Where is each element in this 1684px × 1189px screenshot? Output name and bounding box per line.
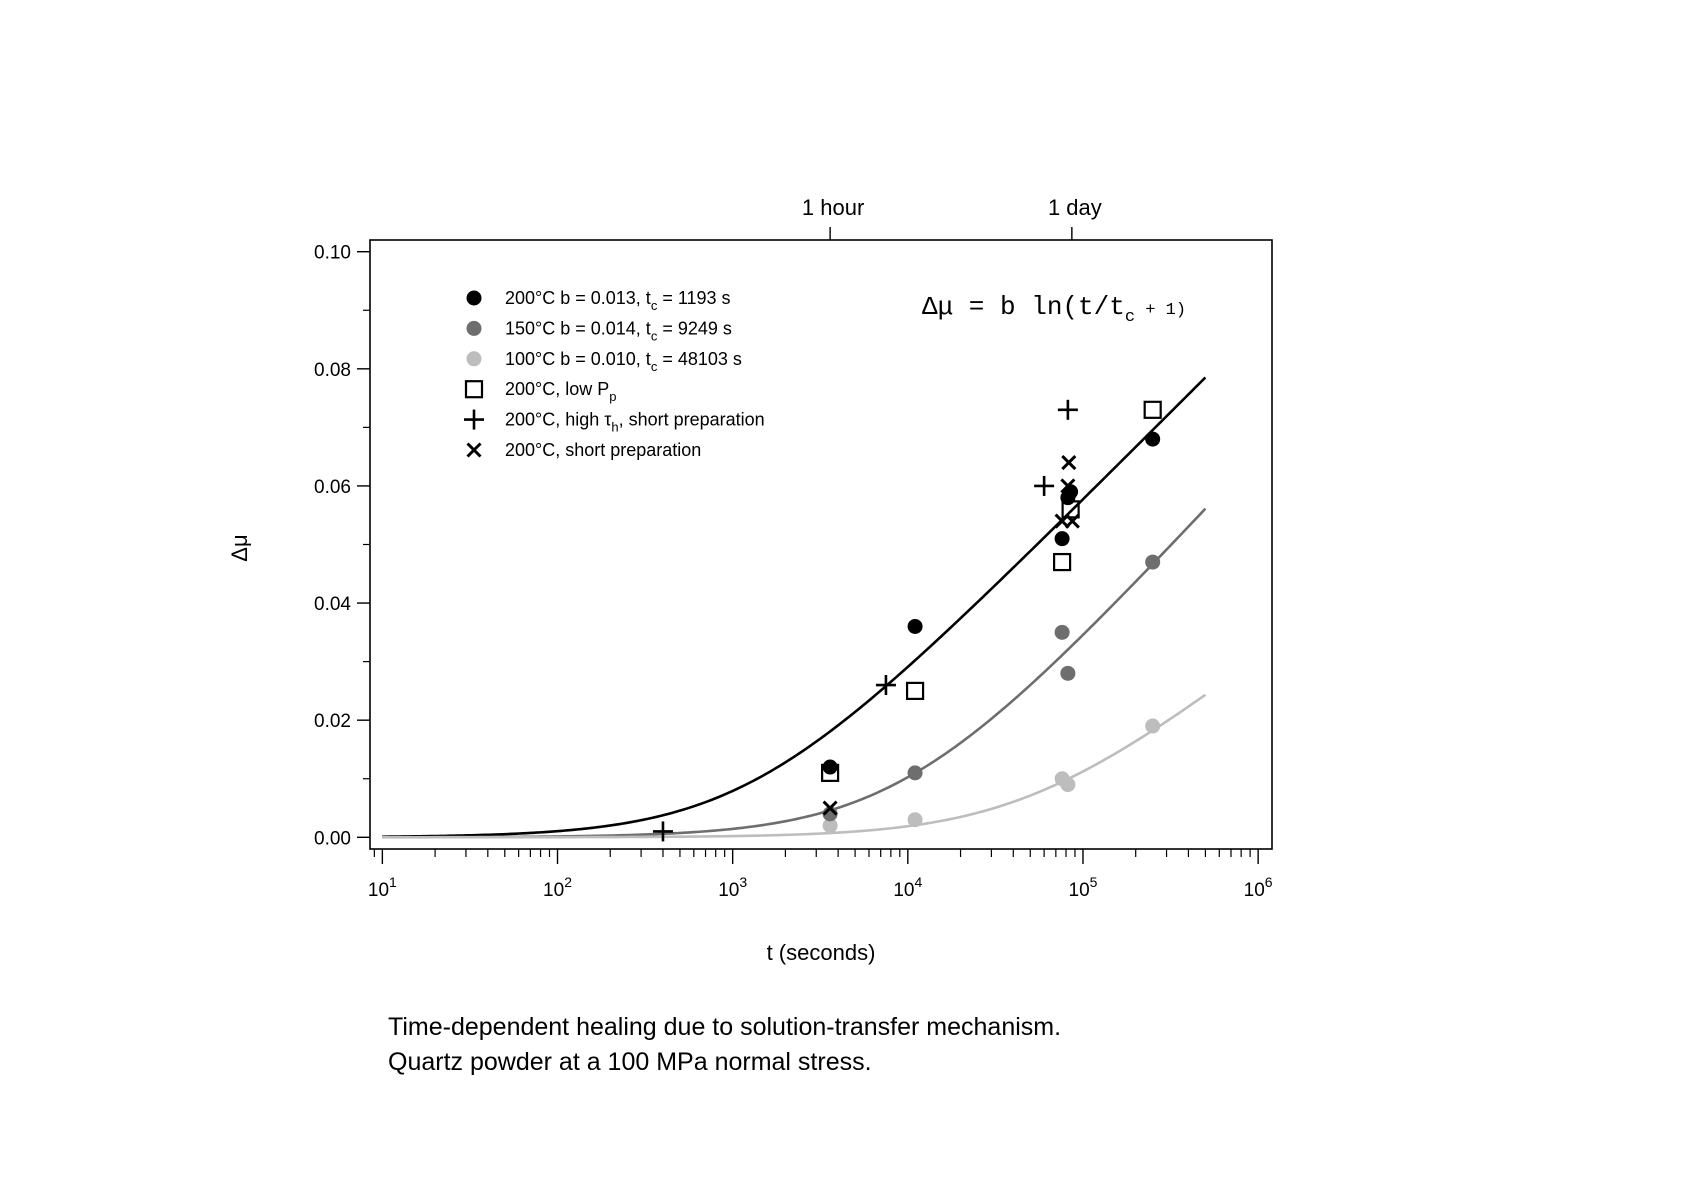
circle-marker	[907, 765, 923, 781]
top-axis-ticks: 1 hour 1 day	[802, 195, 1102, 240]
caption-line-2: Quartz powder at a 100 MPa normal stress…	[388, 1048, 872, 1076]
x-marker-b	[466, 442, 482, 458]
square-marker	[905, 681, 925, 700]
fit-formula: Δμ = b ln(t/tc + 1)	[922, 292, 1186, 327]
square-marker	[464, 380, 484, 399]
circle-marker	[1145, 718, 1161, 734]
circle-marker	[822, 759, 838, 775]
fit-curve	[382, 693, 1207, 839]
y-tick-label: 0.08	[314, 360, 351, 381]
x-marker	[822, 800, 838, 816]
x-marker-b	[1064, 513, 1080, 529]
top-tick-label: 1 day	[1048, 195, 1102, 220]
x-marker	[1064, 513, 1080, 529]
y-tick-label: 0.10	[314, 243, 351, 264]
circle-marker	[466, 351, 482, 367]
y-tick-label: 0.00	[314, 828, 351, 849]
formula-subscript: c	[1125, 308, 1135, 327]
x-axis-title: t (seconds)	[767, 940, 876, 965]
legend-label: 200°C, short preparation	[505, 440, 701, 460]
plus-marker	[1034, 475, 1055, 496]
y-axis-title: Δμ	[227, 534, 252, 561]
data-markers	[652, 399, 1162, 842]
x-marker	[1061, 454, 1077, 471]
circle-marker	[1054, 531, 1070, 547]
x-tick-label: 104	[893, 874, 922, 901]
x-tick-label: 103	[718, 874, 747, 901]
x-marker	[466, 442, 482, 458]
circle-marker	[1145, 431, 1161, 447]
x-minor-ticks	[373, 849, 1251, 857]
y-tick-label: 0.06	[314, 477, 351, 498]
plus-marker	[652, 821, 673, 842]
x-axis-ticks: 101 102 103 104 105 106	[368, 849, 1273, 901]
plus-marker	[1057, 399, 1078, 420]
formula-main: Δμ = b ln(t/t	[922, 292, 1125, 322]
legend-label: 200°C, high τh, short preparation	[505, 410, 765, 435]
formula-tail: + 1)	[1135, 301, 1186, 320]
circle-marker	[1060, 777, 1076, 793]
legend-label: 100°C b = 0.010, tc = 48103 s	[505, 349, 742, 374]
y-axis-ticks: 0.00 0.02 0.04 0.06 0.08 0.10	[314, 243, 370, 849]
x-tick-label: 105	[1069, 874, 1098, 901]
circle-marker	[822, 818, 838, 834]
x-marker-b	[1060, 478, 1076, 494]
circle-marker	[1054, 624, 1070, 640]
plus-marker	[875, 675, 896, 696]
top-tick-label: 1 hour	[802, 195, 864, 220]
fit-curve	[382, 507, 1207, 839]
circle-marker	[1060, 665, 1076, 681]
y-tick-label: 0.02	[314, 711, 351, 732]
square-marker	[1143, 400, 1162, 419]
legend-label: 150°C b = 0.014, tc = 9249 s	[505, 318, 732, 343]
circle-marker	[466, 290, 482, 306]
fit-curve	[382, 376, 1207, 838]
x-tick-label: 101	[368, 874, 397, 901]
y-tick-label: 0.04	[314, 594, 351, 615]
circle-marker	[1145, 554, 1161, 570]
x-marker	[1060, 478, 1076, 494]
x-tick-label: 106	[1244, 874, 1273, 901]
plus-marker	[464, 409, 484, 430]
square-marker	[821, 763, 840, 782]
x-marker-b	[822, 800, 838, 816]
legend-label: 200°C b = 0.013, tc = 1193 s	[505, 288, 731, 313]
x-marker-b	[1061, 454, 1077, 471]
x-tick-label: 102	[543, 874, 572, 901]
circle-marker	[907, 618, 923, 634]
square-marker	[1053, 552, 1072, 572]
circle-marker	[466, 320, 482, 336]
figure-caption: Time-dependent healing due to solution-t…	[388, 1010, 1388, 1080]
legend: 200°C b = 0.013, tc = 1193 s 150°C b = 0.…	[464, 288, 765, 460]
caption-line-1: Time-dependent healing due to solution-t…	[388, 1013, 1062, 1041]
circle-marker	[907, 812, 923, 828]
legend-label: 200°C, low Pp	[505, 379, 616, 404]
